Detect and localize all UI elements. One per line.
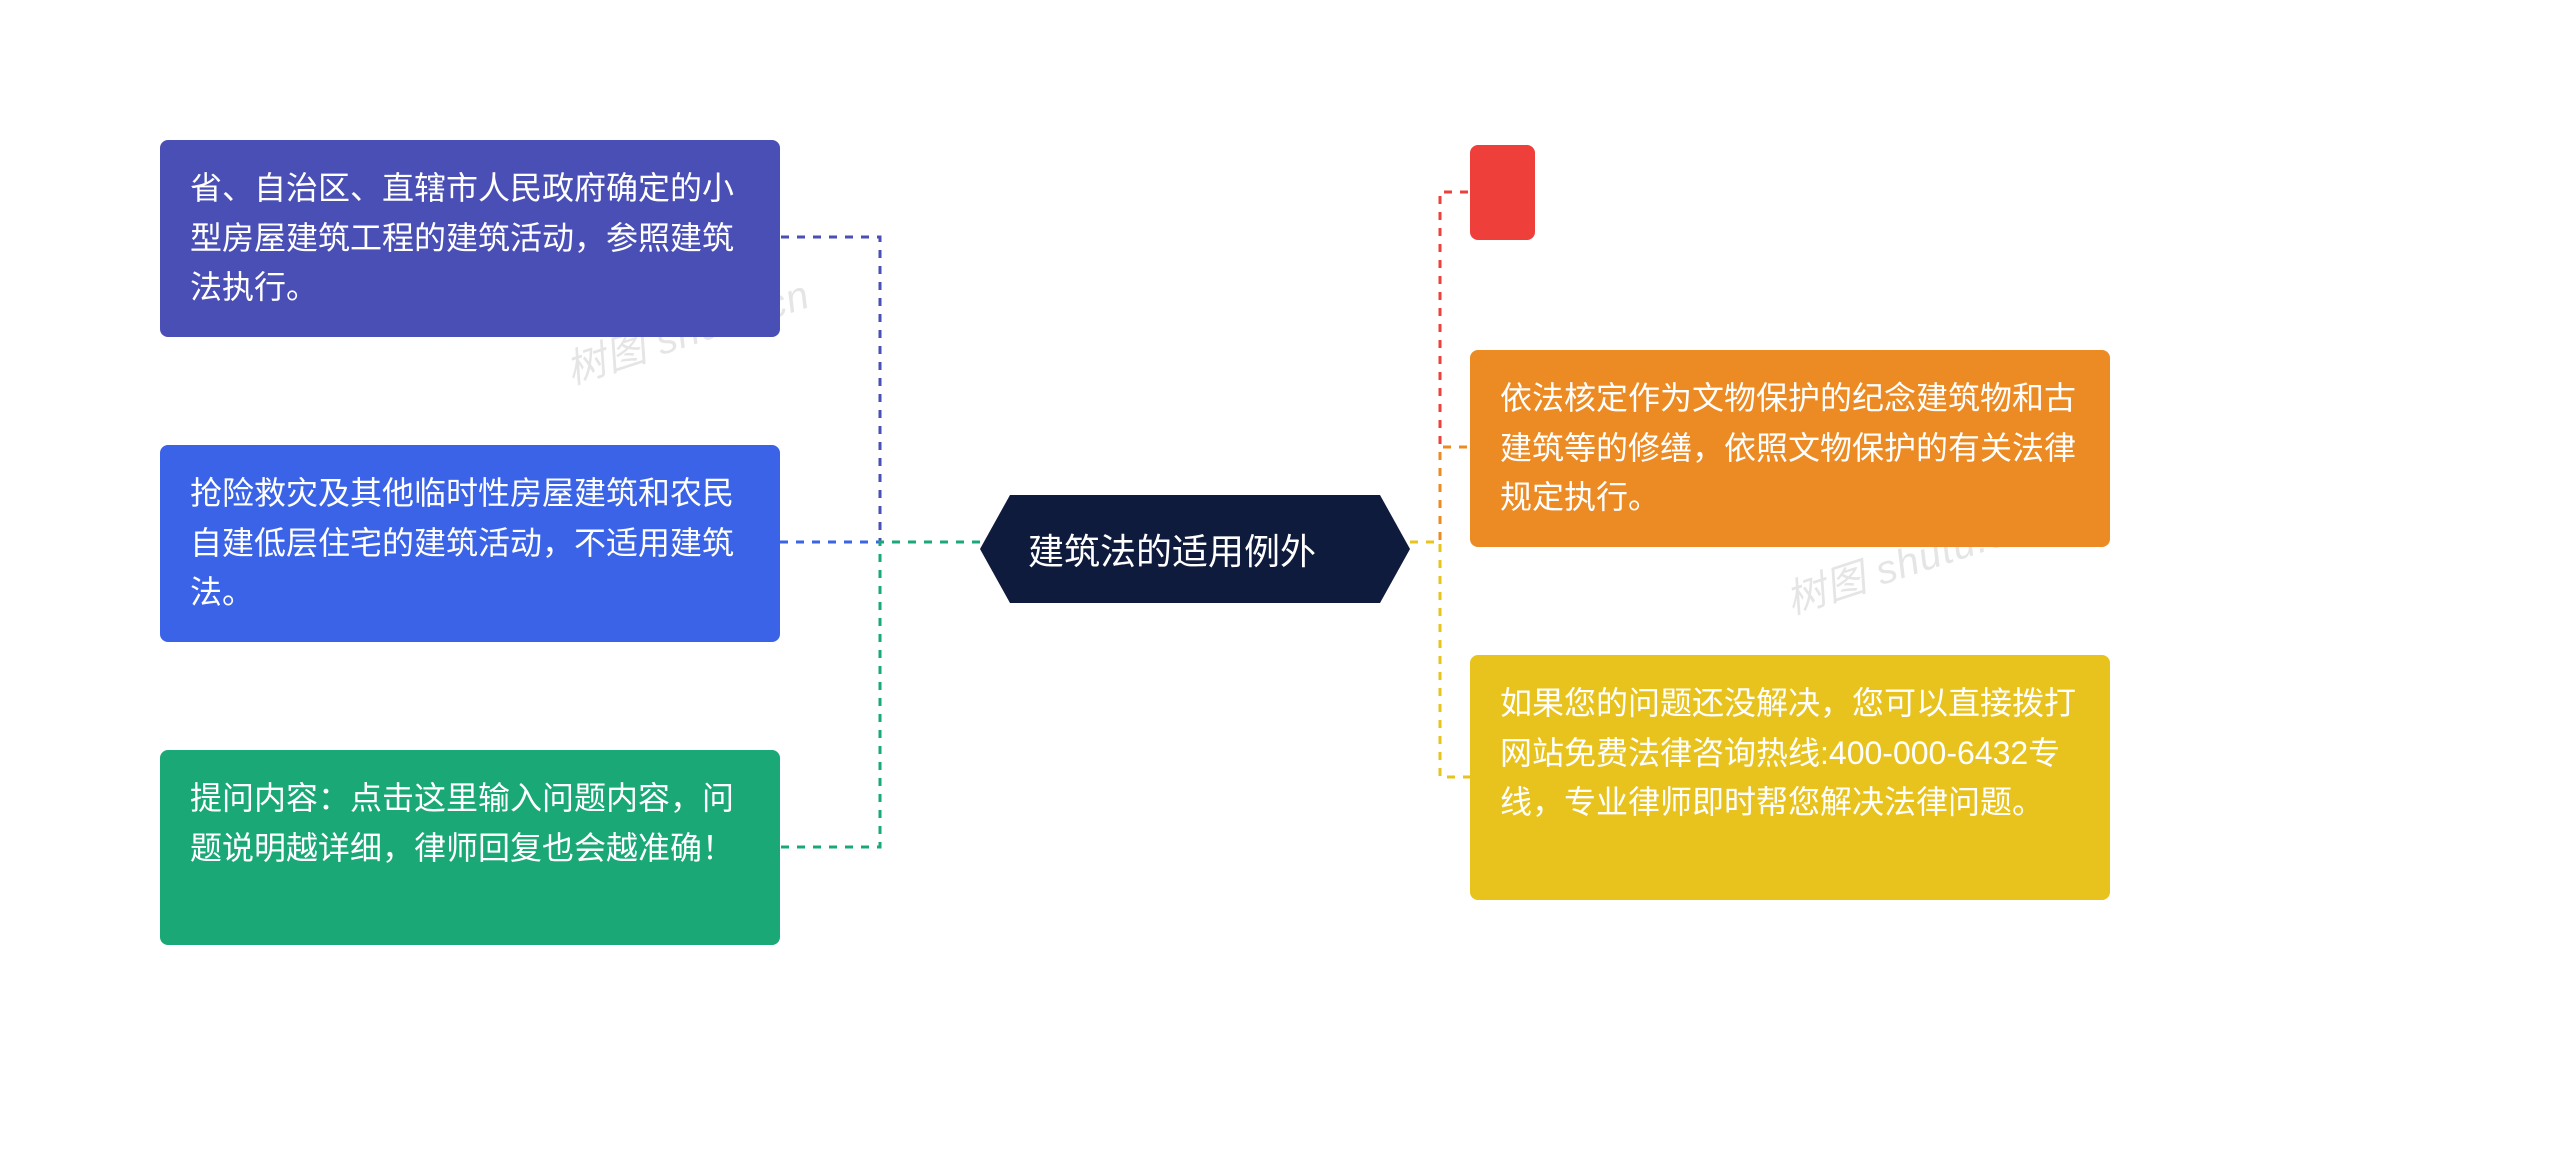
node-l2: 抢险救灾及其他临时性房屋建筑和农民自建低层住宅的建筑活动，不适用建筑法。	[160, 445, 780, 642]
node-r1	[1470, 145, 1535, 240]
center-node: 建筑法的适用例外	[980, 495, 1410, 603]
node-text-l2: 抢险救灾及其他临时性房屋建筑和农民自建低层住宅的建筑活动，不适用建筑法。	[190, 475, 734, 610]
node-l1: 省、自治区、直辖市人民政府确定的小型房屋建筑工程的建筑活动，参照建筑法执行。	[160, 140, 780, 337]
connector-l3	[780, 542, 980, 847]
node-r3: 如果您的问题还没解决，您可以直接拨打网站免费法律咨询热线:400-000-643…	[1470, 655, 2110, 900]
node-text-r2: 依法核定作为文物保护的纪念建筑物和古建筑等的修缮，依照文物保护的有关法律规定执行…	[1500, 380, 2076, 515]
connector-r1	[1410, 192, 1470, 542]
node-text-r3: 如果您的问题还没解决，您可以直接拨打网站免费法律咨询热线:400-000-643…	[1500, 685, 2076, 820]
connector-l1	[780, 237, 980, 542]
node-r2: 依法核定作为文物保护的纪念建筑物和古建筑等的修缮，依照文物保护的有关法律规定执行…	[1470, 350, 2110, 547]
center-node-text: 建筑法的适用例外	[1028, 531, 1316, 572]
node-l3: 提问内容：点击这里输入问题内容，问题说明越详细，律师回复也会越准确！	[160, 750, 780, 945]
node-text-l3: 提问内容：点击这里输入问题内容，问题说明越详细，律师回复也会越准确！	[190, 780, 734, 866]
node-text-l1: 省、自治区、直辖市人民政府确定的小型房屋建筑工程的建筑活动，参照建筑法执行。	[190, 170, 734, 305]
connector-r2	[1410, 447, 1470, 542]
connector-r3	[1410, 542, 1470, 777]
mindmap-canvas: 建筑法的适用例外 树图 shutu.cn 树图 shutu.cn 省、自治区、直…	[0, 0, 2560, 1171]
